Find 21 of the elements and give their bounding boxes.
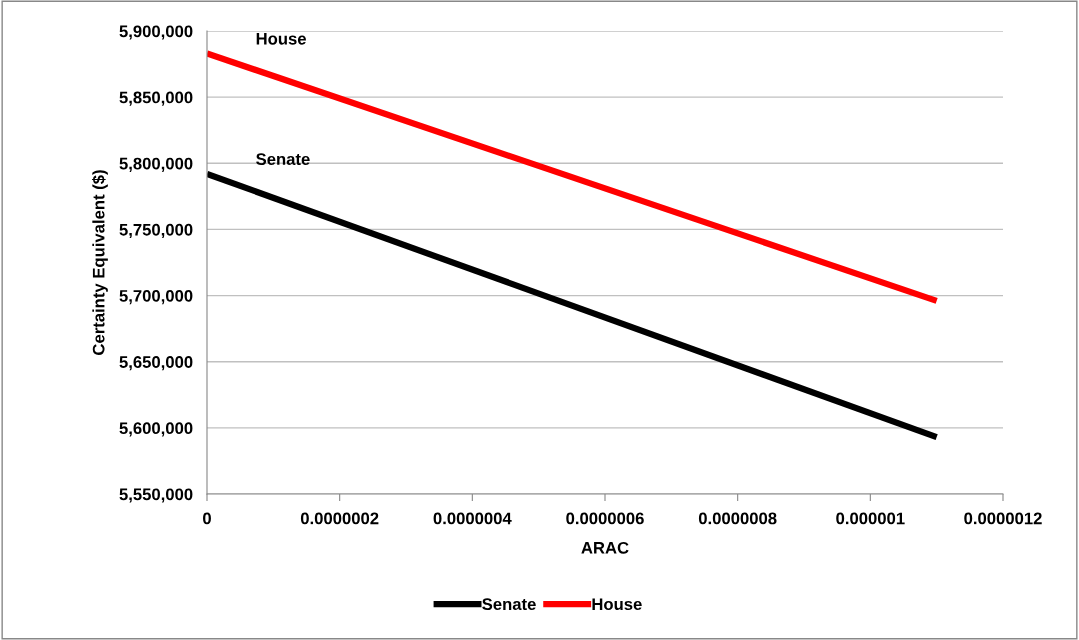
x-tick-label: 0.0000002 — [300, 512, 379, 525]
y-tick-label: 5,600,000 — [119, 422, 193, 437]
x-tick-label: 0.0000012 — [964, 512, 1042, 525]
x-tick-label: 0.000001 — [836, 512, 905, 525]
y-axis-title: Certainty Equivalent ($) — [92, 170, 108, 355]
y-tick-label: 5,750,000 — [119, 223, 193, 239]
legend-label: Senate — [482, 598, 536, 611]
x-tick-label: 0.0000008 — [698, 512, 777, 525]
text: Senate — [256, 153, 310, 166]
y-tick-label: 5,700,000 — [119, 289, 193, 305]
y-tick-label: 5,850,000 — [119, 91, 193, 106]
text: House — [256, 33, 306, 45]
x-tick-label: 0.0000004 — [433, 512, 512, 525]
y-tick-label: 5,650,000 — [119, 356, 193, 371]
y-tick-label: 5,550,000 — [119, 488, 193, 503]
x-tick-label: 0.0000006 — [566, 512, 644, 525]
x-axis-title: ARAC — [581, 541, 629, 554]
y-tick-label: 5,900,000 — [119, 25, 193, 40]
y-tick-label: 5,800,000 — [119, 157, 193, 172]
legend-label: House — [592, 598, 642, 611]
x-tick-label: 0 — [203, 512, 211, 525]
